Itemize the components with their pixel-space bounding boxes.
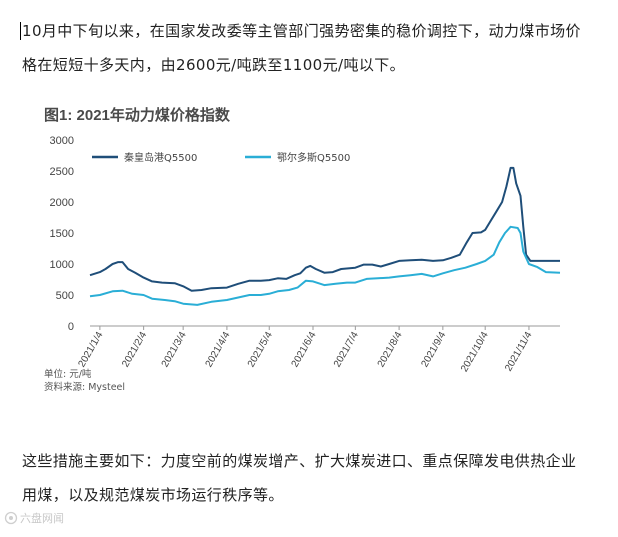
paragraph-bottom-line-1: 这些措施主要如下：力度空前的煤炭增产、扩大煤炭进口、重点保障发电供热企业 bbox=[22, 452, 577, 470]
text-cursor bbox=[20, 22, 21, 40]
chart-unit-note: 单位: 元/吨 bbox=[44, 369, 92, 380]
paragraph-bottom: 这些措施主要如下：力度空前的煤炭增产、扩大煤炭进口、重点保障发电供热企业 用煤，… bbox=[22, 444, 602, 512]
legend-label-2: 鄂尔多斯Q5500 bbox=[277, 151, 350, 164]
watermark-logo-icon bbox=[4, 511, 18, 525]
y-tick-label: 3000 bbox=[50, 135, 74, 147]
y-tick-label: 2500 bbox=[50, 166, 74, 178]
x-tick-label: 2021/11/4 bbox=[503, 330, 535, 374]
series-line-1 bbox=[89, 166, 560, 292]
y-tick-label: 500 bbox=[56, 290, 74, 302]
paragraph-bottom-line-2: 用煤，以及规范煤炭市场运行秩序等。 bbox=[22, 486, 284, 504]
watermark-text: 六盘网闻 bbox=[20, 512, 64, 525]
chart-source-note: 资料来源: Mysteel bbox=[44, 382, 126, 393]
x-tick-label: 2021/4/4 bbox=[204, 330, 233, 370]
chart-title: 图1: 2021年动力煤价格指数 bbox=[44, 107, 230, 124]
paragraph-top-line-2: 格在短短十多天内，由2600元/吨跌至1100元/吨以下。 bbox=[22, 56, 406, 74]
y-tick-label: 1000 bbox=[50, 259, 74, 271]
x-tick-label: 2021/3/4 bbox=[160, 330, 189, 370]
y-tick-label: 0 bbox=[68, 321, 74, 333]
x-tick-label: 2021/6/4 bbox=[290, 330, 319, 370]
x-tick-label: 2021/8/4 bbox=[376, 330, 405, 370]
x-tick-label: 2021/9/4 bbox=[419, 330, 448, 370]
y-tick-label: 2000 bbox=[50, 197, 74, 209]
paragraph-top: 10月中下旬以来，在国家发改委等主管部门强势密集的稳价调控下，动力煤市场价 格在… bbox=[22, 14, 602, 82]
legend-label-1: 秦皇岛港Q5500 bbox=[124, 151, 197, 164]
paragraph-top-line-1: 10月中下旬以来，在国家发改委等主管部门强势密集的稳价调控下，动力煤市场价 bbox=[22, 22, 581, 40]
series-line-2 bbox=[89, 225, 561, 306]
x-tick-label: 2021/7/4 bbox=[332, 330, 361, 370]
x-tick-label: 2021/2/4 bbox=[120, 330, 149, 370]
x-tick-label: 2021/10/4 bbox=[459, 330, 491, 374]
y-tick-label: 1500 bbox=[50, 228, 74, 240]
x-tick-label: 2021/5/4 bbox=[246, 330, 275, 370]
x-tick-label: 2021/1/4 bbox=[76, 330, 105, 370]
watermark: 六盘网闻 bbox=[4, 510, 64, 526]
